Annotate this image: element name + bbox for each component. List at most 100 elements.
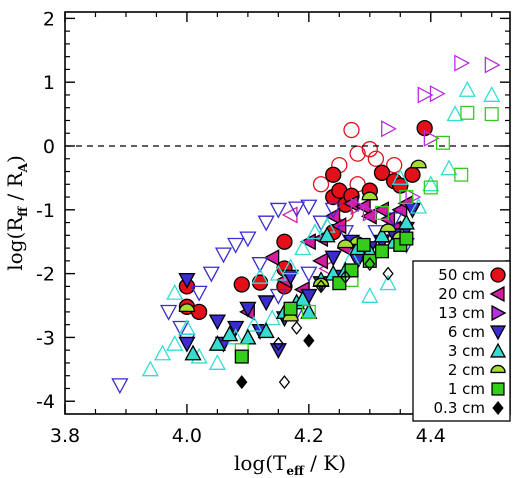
data-point-filled xyxy=(373,226,391,243)
plot-frame xyxy=(64,11,511,415)
data-point-open xyxy=(361,141,378,158)
x-tick-label: 4.2 xyxy=(294,425,324,447)
data-point-filled xyxy=(404,166,421,183)
data-point-filled xyxy=(283,301,298,316)
data-point-open xyxy=(153,344,172,361)
y-tick-label: -2 xyxy=(36,264,55,286)
data-point-open xyxy=(324,202,342,219)
data-point-open xyxy=(435,135,450,150)
legend-label: 20 cm xyxy=(438,285,485,303)
data-point-open xyxy=(245,315,263,332)
data-point-open xyxy=(343,121,360,139)
data-point-open xyxy=(440,159,458,176)
y-tick-label: -3 xyxy=(36,327,55,349)
data-point-open xyxy=(269,202,287,219)
data-point-filled xyxy=(276,233,293,250)
legend-marker xyxy=(489,285,505,303)
data-point-open xyxy=(381,120,397,138)
legend-label: 2 cm xyxy=(448,361,485,379)
data-point-open xyxy=(278,375,291,390)
legend-marker xyxy=(490,364,506,374)
data-point-open xyxy=(429,85,446,103)
data-point-open xyxy=(300,199,318,216)
data-point-filled xyxy=(373,164,391,181)
data-point-filled xyxy=(178,303,196,312)
series-3-cm xyxy=(141,80,501,377)
data-point-open xyxy=(364,257,376,272)
data-point-filled xyxy=(227,320,245,337)
data-point-open xyxy=(315,279,327,294)
data-point-filled xyxy=(236,375,248,390)
legend-label: 3 cm xyxy=(448,342,485,360)
y-axis-title-main: log(R xyxy=(3,216,27,271)
data-point-open xyxy=(239,231,257,248)
data-layer xyxy=(111,54,501,395)
data-point-open xyxy=(382,266,394,281)
data-point-open xyxy=(423,180,438,195)
data-point-open xyxy=(202,266,220,283)
data-point-filled xyxy=(208,334,226,351)
data-point-open xyxy=(350,198,367,216)
y-axis-title-tail: ) xyxy=(3,155,27,163)
data-point-open xyxy=(367,150,385,167)
legend-marker xyxy=(491,382,505,396)
data-point-open xyxy=(339,269,352,284)
data-point-open xyxy=(374,205,390,221)
legend-marker xyxy=(489,325,507,341)
axes-layer: 3.8 4.0 4.2 4.4 -4 -3 -2 -1 0 1 2 xyxy=(36,8,510,447)
legend-label: 50 cm xyxy=(438,266,485,284)
y-axis-title-subscript: ff xyxy=(16,206,30,217)
data-point-filled xyxy=(239,328,257,345)
y-tick-label: -4 xyxy=(36,391,55,413)
x-axis-title-tail: / K) xyxy=(304,451,346,475)
data-point-filled xyxy=(325,166,342,183)
legend-marker xyxy=(489,342,507,358)
data-point-open xyxy=(391,169,409,185)
y-axis-title-subscript-2: A xyxy=(16,162,30,173)
data-point-filled xyxy=(356,237,371,252)
data-point-filled xyxy=(344,263,359,278)
data-point-open xyxy=(227,237,245,254)
legend-label: 0.3 cm xyxy=(434,399,485,417)
data-point-filled xyxy=(337,239,354,249)
data-point-open xyxy=(454,54,471,72)
data-point-open xyxy=(208,354,226,370)
y-axis-title: log(Rff / RA) xyxy=(3,155,30,271)
data-point-filled xyxy=(178,336,196,353)
series-1-cm xyxy=(234,105,499,364)
data-point-open xyxy=(272,336,284,351)
data-point-open xyxy=(269,264,287,281)
data-point-open xyxy=(454,167,469,182)
data-point-filled xyxy=(233,276,250,293)
data-point-open xyxy=(251,267,269,284)
data-point-filled xyxy=(178,272,196,289)
data-point-filled xyxy=(234,349,249,364)
data-point-filled xyxy=(303,333,315,348)
data-point-open xyxy=(484,56,501,74)
y-tick-label: 0 xyxy=(43,136,55,158)
data-point-filled xyxy=(362,253,377,268)
data-point-open xyxy=(399,190,414,205)
data-point-open xyxy=(409,197,428,214)
data-point-filled xyxy=(361,191,378,201)
data-point-open xyxy=(336,225,355,242)
data-point-open xyxy=(361,287,379,303)
plot-border xyxy=(64,11,511,415)
data-point-filled xyxy=(399,231,414,246)
data-point-filled xyxy=(374,244,390,259)
data-point-open xyxy=(362,204,379,222)
legend-label: 13 cm xyxy=(438,304,485,322)
data-point-filled xyxy=(318,226,336,243)
data-point-open xyxy=(263,309,281,326)
data-point-open xyxy=(281,258,300,275)
data-point-filled xyxy=(220,325,239,342)
data-point-open xyxy=(306,223,324,240)
data-point-open xyxy=(166,334,184,351)
data-point-filled xyxy=(257,322,275,339)
data-point-open xyxy=(291,320,303,335)
data-point-open xyxy=(269,288,287,305)
data-point-open xyxy=(294,239,312,256)
data-point-open xyxy=(460,105,475,120)
data-point-filled xyxy=(312,252,329,270)
data-point-filled xyxy=(263,249,280,267)
